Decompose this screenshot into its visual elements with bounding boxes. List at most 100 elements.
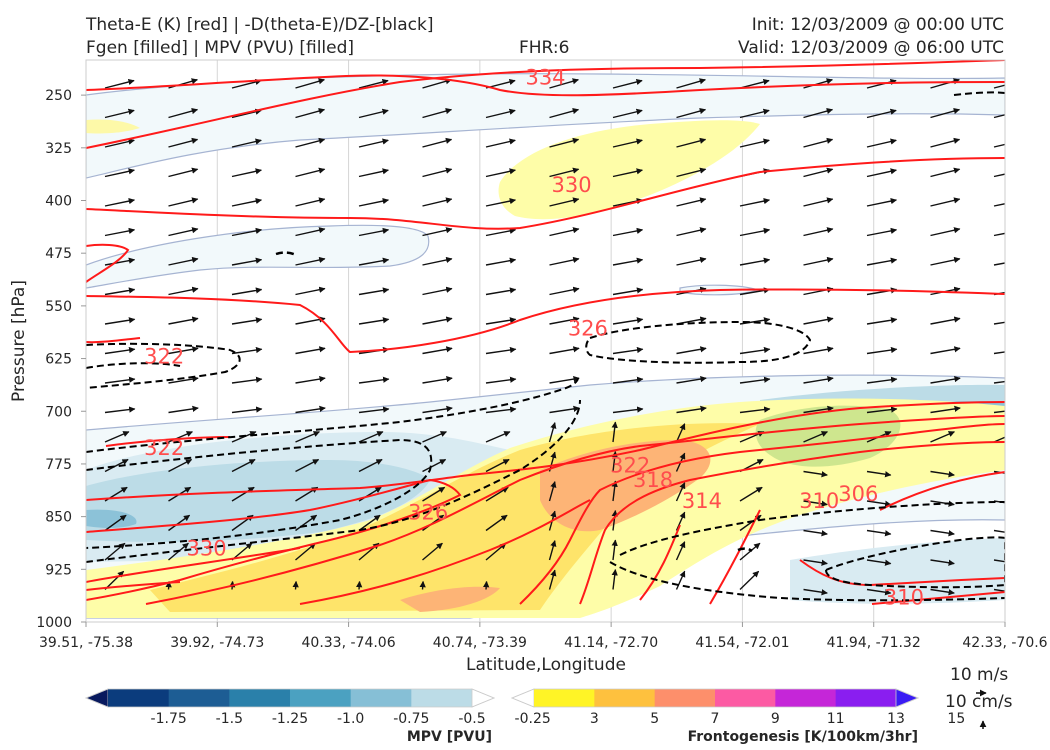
wind-vector [993,529,1005,533]
theta-e-contour [579,441,1005,605]
wind-vector [930,256,961,266]
wind-vector [611,510,618,531]
wind-vector [866,227,898,237]
theta-e-contour-label: 318 [633,468,673,492]
wind-vector [676,137,707,148]
wind-vector [675,570,686,590]
theta-e-contour-label: 326 [568,316,608,340]
theta-e-contour [86,74,1005,97]
colorbar-tick-label: 15 [947,711,965,727]
wind-vector [104,346,136,355]
wind-vector [611,569,618,590]
wind-vector [168,346,199,355]
mpv-fill-right-low [790,538,1005,604]
wind-vector [168,514,191,532]
colorbar-swatch [835,689,897,707]
theta-e-contour [519,423,1005,605]
fgen-fill-upper [498,120,760,220]
wind-vector [231,376,263,384]
wind-vector [866,317,898,325]
wind-vector [930,470,955,478]
wind-vector [295,197,326,207]
wind-vector [295,346,326,355]
colorbar-swatch [290,689,352,707]
x-tick-label: 39.51, -75.38 [39,635,133,651]
wind-vector [168,227,199,237]
wind-vector [104,570,125,591]
wind-vector [295,405,326,414]
wind-vector [803,431,828,443]
wind-vector [676,167,707,178]
dthetae-dz-contour [585,320,812,364]
wind-vector [483,580,490,590]
wind-vector [358,198,390,207]
wind-vector [930,375,961,384]
colorbar-tick-label: 3 [590,711,599,727]
wind-vector [422,316,453,325]
wind-vector [803,559,828,566]
mpv-colorbar-label: MPV [PVU] [407,729,492,745]
wind-vector [485,138,516,148]
wind-vector [231,486,255,502]
wind-vector [739,542,761,561]
y-tick-label: 925 [45,562,72,578]
wind-vector [930,227,961,237]
wind-vector [866,588,892,596]
wind-vector [675,541,686,561]
wind-vector [993,436,1005,443]
colorbar-tick-label: -1.75 [151,711,187,727]
wind-vector [803,588,828,596]
wind-vector [993,84,1005,89]
wind-vector [231,138,262,148]
wind-vector [485,108,516,119]
wind-vector [549,405,580,414]
x-axis-label: Latitude,Longitude [466,655,626,675]
wind-vector [168,78,198,89]
mpv-colorbar: -1.75 -1.5 -1.25 -1.0 -0.75 -0.5 -0.25 [84,688,551,727]
wind-vector [739,227,771,237]
colorbar-tick-label: 13 [887,711,905,727]
dthetae-dz-contour [86,342,241,389]
wind-vector [422,375,453,384]
wind-vector [295,227,326,237]
wind-vector [930,108,961,119]
wind-vector [803,346,834,355]
wind-vector [993,143,1005,148]
wind-vector [993,380,1005,384]
wind-vector [866,346,898,355]
theta-e-contour-label: 314 [682,489,722,513]
theta-e-contour [871,591,1005,605]
y-axis-label: Pressure [hPa] [9,280,29,402]
wind-vector [295,108,326,119]
wind-vector [358,108,389,119]
wind-vector [866,78,897,89]
wind-vector [930,197,961,207]
theta-e-contour [299,499,591,605]
wind-vector [358,138,389,148]
wind-vector [548,569,557,590]
wind-vector [675,482,686,502]
wind-vector [295,167,326,178]
wind-vector [295,78,325,89]
wind-vector [803,405,834,414]
theta-e-contour [86,581,181,591]
theta-e-contour [709,509,761,605]
wind-vector [676,256,707,266]
wind-vector [739,376,771,384]
wind-vector [168,405,199,414]
wind-vector [803,167,834,178]
wind-vector [803,470,828,478]
wind-vector [549,197,580,207]
wind-vector [993,559,1005,563]
wind-vector [231,257,263,266]
wind-vector [358,257,390,266]
plot-frame [85,59,1006,623]
wind-vector [675,423,686,443]
theta-e-contour [105,436,231,447]
theta-e-contour-label: 334 [525,66,565,90]
wind-vector [168,316,199,325]
wind-vector [422,227,453,237]
wind-vector [358,514,381,532]
theta-e-contour-label: 310 [799,489,839,513]
